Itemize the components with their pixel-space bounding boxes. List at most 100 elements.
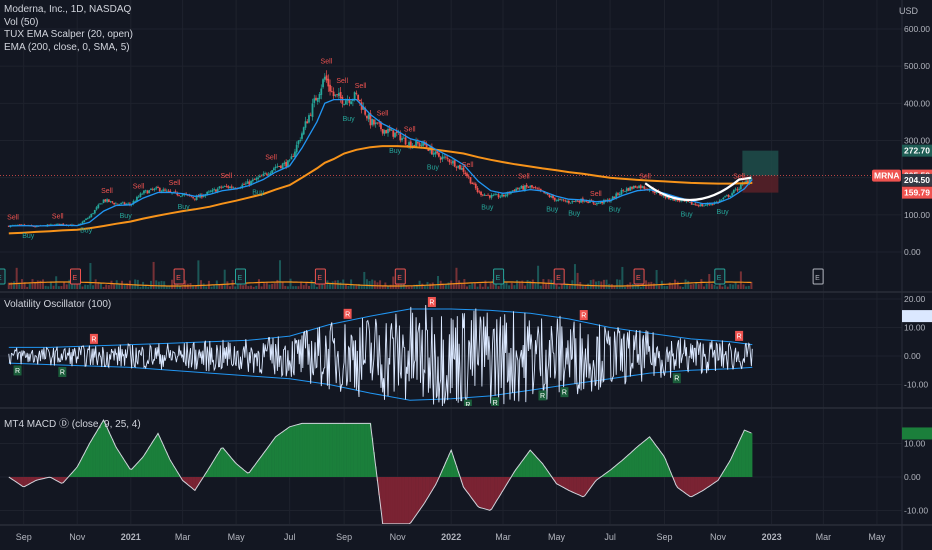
candle[interactable] xyxy=(473,183,475,185)
candle[interactable] xyxy=(425,144,428,148)
candle[interactable] xyxy=(136,196,138,201)
candle[interactable] xyxy=(636,187,639,189)
candle[interactable] xyxy=(192,197,195,199)
sell-signal-label[interactable]: Sell xyxy=(133,183,145,190)
buy-signal-label[interactable]: Buy xyxy=(80,228,93,235)
candle[interactable] xyxy=(416,142,419,144)
candle[interactable] xyxy=(518,188,521,190)
candle[interactable] xyxy=(272,168,275,170)
sell-signal-label[interactable]: Sell xyxy=(265,154,277,161)
candle[interactable] xyxy=(308,115,310,123)
candle[interactable] xyxy=(244,183,247,185)
candle[interactable] xyxy=(58,223,61,226)
entry-price-tag[interactable] xyxy=(902,173,932,186)
sell-signal-label[interactable]: Sell xyxy=(355,83,367,90)
candle[interactable] xyxy=(281,163,284,169)
candle[interactable] xyxy=(653,191,656,193)
candle[interactable] xyxy=(624,191,626,192)
candle[interactable] xyxy=(129,203,131,205)
candle[interactable] xyxy=(669,199,672,200)
target-price-tag[interactable] xyxy=(902,144,932,157)
candle[interactable] xyxy=(394,132,396,138)
candle[interactable] xyxy=(724,196,726,198)
candle[interactable] xyxy=(553,197,556,201)
candle[interactable] xyxy=(90,213,93,217)
candle[interactable] xyxy=(573,201,575,202)
candle[interactable] xyxy=(62,223,65,225)
candle[interactable] xyxy=(439,157,442,160)
candle[interactable] xyxy=(511,190,514,192)
candle[interactable] xyxy=(459,164,461,170)
macd-pane[interactable] xyxy=(8,419,753,524)
candle[interactable] xyxy=(7,225,10,227)
buy-signal-label[interactable]: Buy xyxy=(717,209,730,216)
candle[interactable] xyxy=(469,177,472,184)
candle[interactable] xyxy=(745,180,748,183)
buy-signal-label[interactable]: Buy xyxy=(546,207,559,214)
candle[interactable] xyxy=(483,194,486,196)
candle[interactable] xyxy=(118,204,121,205)
candle[interactable] xyxy=(481,194,484,196)
candle[interactable] xyxy=(746,180,749,183)
earnings-marker[interactable] xyxy=(553,268,565,285)
candle[interactable] xyxy=(127,203,130,205)
candle[interactable] xyxy=(95,207,98,210)
candle[interactable] xyxy=(524,185,526,191)
candle[interactable] xyxy=(536,188,539,190)
buy-signal-label[interactable]: Buy xyxy=(343,116,356,123)
candle[interactable] xyxy=(638,185,640,189)
candle[interactable] xyxy=(618,193,621,196)
candle[interactable] xyxy=(164,189,166,191)
symbol-title[interactable]: Moderna, Inc., 1D, NASDAQ xyxy=(4,4,132,15)
candle[interactable] xyxy=(288,159,291,161)
candle[interactable] xyxy=(383,130,386,134)
sell-signal-label[interactable]: Sell xyxy=(169,180,181,187)
candle[interactable] xyxy=(243,184,245,185)
candle[interactable] xyxy=(337,93,340,96)
candle[interactable] xyxy=(329,84,331,92)
candle[interactable] xyxy=(251,179,254,182)
candle[interactable] xyxy=(260,175,263,177)
sell-signal-label[interactable]: Sell xyxy=(462,162,474,169)
candle[interactable] xyxy=(274,166,277,169)
earnings-marker[interactable] xyxy=(714,268,726,285)
candle[interactable] xyxy=(722,197,725,200)
candle[interactable] xyxy=(258,175,261,178)
buy-signal-label[interactable]: Buy xyxy=(178,204,191,211)
candle[interactable] xyxy=(690,201,693,205)
candle[interactable] xyxy=(687,200,690,202)
candle[interactable] xyxy=(206,192,209,195)
candle[interactable] xyxy=(167,190,170,192)
candle[interactable] xyxy=(632,185,635,189)
candle[interactable] xyxy=(220,186,223,188)
candle[interactable] xyxy=(208,191,210,193)
candle[interactable] xyxy=(222,186,224,188)
candle[interactable] xyxy=(362,107,365,110)
candle[interactable] xyxy=(369,113,372,126)
candle[interactable] xyxy=(325,75,328,81)
candle[interactable] xyxy=(144,190,147,192)
candle[interactable] xyxy=(502,194,505,197)
candle[interactable] xyxy=(578,200,581,203)
candle[interactable] xyxy=(529,185,532,188)
candle[interactable] xyxy=(550,195,553,198)
candle[interactable] xyxy=(250,180,252,185)
candle[interactable] xyxy=(215,189,217,192)
candle[interactable] xyxy=(355,92,358,94)
sell-signal-label[interactable]: Sell xyxy=(52,213,64,220)
candle[interactable] xyxy=(415,140,417,147)
candle[interactable] xyxy=(88,216,91,219)
candle[interactable] xyxy=(290,156,293,160)
candle[interactable] xyxy=(548,194,551,197)
buy-signal-label[interactable]: Buy xyxy=(681,211,694,218)
candle[interactable] xyxy=(460,168,463,170)
candle[interactable] xyxy=(430,146,433,155)
candle[interactable] xyxy=(443,156,446,158)
reversal-marker[interactable] xyxy=(538,390,547,401)
candle[interactable] xyxy=(218,186,221,189)
candle[interactable] xyxy=(246,181,249,184)
candle[interactable] xyxy=(560,199,563,201)
reversal-marker[interactable] xyxy=(735,330,744,341)
candle[interactable] xyxy=(438,152,440,157)
candle[interactable] xyxy=(155,187,158,189)
